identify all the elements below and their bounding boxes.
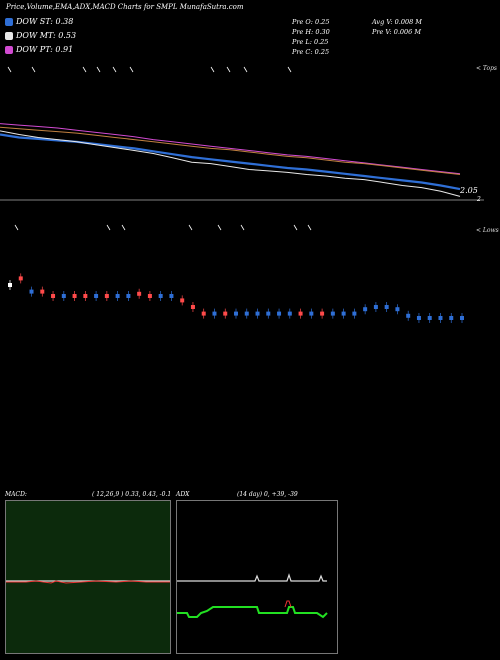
- ema-lines: [0, 123, 461, 197]
- top-tick-mark: [243, 66, 248, 73]
- adx-minus-di-line: [284, 600, 292, 608]
- low-tick-mark: [188, 224, 193, 231]
- price-axis-label: 2.05: [460, 186, 478, 195]
- top-tick-mark: [129, 66, 134, 73]
- legend-dow-pt: DOW PT: 0.91: [5, 45, 73, 54]
- macd-plot: [6, 580, 170, 584]
- low-tick-mark: [217, 224, 222, 231]
- adx-plus-di-line: [177, 606, 328, 619]
- top-tick-mark: [210, 66, 215, 73]
- price-axis-label-small: 2: [477, 196, 481, 203]
- low-tick-mark: [240, 224, 245, 231]
- low-tick-mark: [14, 224, 19, 231]
- legend-dow-st-swatch: [5, 17, 13, 26]
- low-tick-mark: [106, 224, 111, 231]
- adx-params: (14 day) 0, +39, -39: [237, 491, 298, 498]
- stat-avg-volume: Avg V: 0.008 M: [372, 18, 422, 26]
- volume-stats: Avg V: 0.008 M Pre V: 0.006 M: [372, 17, 422, 37]
- adx-panel: [176, 500, 338, 654]
- top-tick-mark: [112, 66, 117, 73]
- stat-low: Pre L: 0.25: [292, 38, 329, 46]
- stat-open: Pre O: 0.25: [292, 18, 330, 26]
- stat-close: Pre C: 0.25: [292, 48, 330, 56]
- ema-line-2: [0, 130, 461, 197]
- stat-high: Pre H: 0.30: [292, 28, 330, 36]
- top-tick-mark: [31, 66, 36, 73]
- legend-dow-st-label: DOW ST: 0.38: [16, 17, 74, 26]
- legend-dow-mt-swatch: [5, 31, 13, 40]
- ohlc-stats: Pre O: 0.25 Pre H: 0.30 Pre L: 0.25 Pre …: [292, 17, 330, 57]
- macd-panel: [5, 500, 171, 654]
- legend-dow-pt-swatch: [5, 45, 13, 54]
- top-tick-mark: [96, 66, 101, 73]
- adx-line: [177, 573, 327, 582]
- top-tick-mark: [226, 66, 231, 73]
- ema-line-4: [0, 126, 461, 175]
- macd-signal-line: [6, 580, 170, 584]
- low-tick-mark: [121, 224, 126, 231]
- top-tick-mark: [82, 66, 87, 73]
- legend-dow-pt-label: DOW PT: 0.91: [16, 45, 74, 54]
- adx-plot: [177, 573, 328, 619]
- chart-title: Price,Volume,EMA,ADX,MACD Charts for SMP…: [6, 3, 244, 11]
- legend-dow-mt: DOW MT: 0.53: [5, 31, 76, 40]
- candle-marks: [8, 273, 464, 323]
- ema-line-1: [0, 133, 461, 191]
- ema-line-3: [0, 123, 461, 175]
- top-tick-mark: [287, 66, 292, 73]
- low-tick-mark: [293, 224, 298, 231]
- legend-dow-st: DOW ST: 0.38: [5, 17, 73, 26]
- tops-label: < Tops: [476, 65, 498, 72]
- swing-tick-marks: [7, 66, 312, 231]
- lows-label: < Lows: [476, 227, 499, 234]
- low-tick-mark: [307, 224, 312, 231]
- top-tick-mark: [7, 66, 12, 73]
- stat-prev-volume: Pre V: 0.006 M: [372, 28, 422, 36]
- macd-params: ( 12,26,9 ) 0.33, 0.43, -0.1: [92, 491, 172, 498]
- macd-label: MACD:: [5, 491, 27, 498]
- legend-dow-mt-label: DOW MT: 0.53: [16, 31, 77, 40]
- adx-label: ADX: [176, 491, 190, 498]
